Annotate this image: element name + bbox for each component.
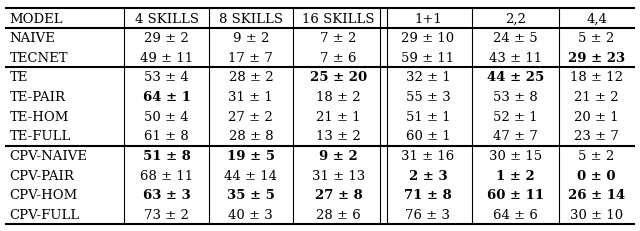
Text: 71 ± 8: 71 ± 8 [404,188,452,201]
Text: 31 ± 16: 31 ± 16 [401,149,454,162]
Text: 31 ± 1: 31 ± 1 [228,91,273,103]
Text: 17 ± 7: 17 ± 7 [228,52,273,64]
Text: 28 ± 6: 28 ± 6 [316,208,361,221]
Text: 2,2: 2,2 [505,12,526,25]
Text: 30 ± 15: 30 ± 15 [489,149,542,162]
Text: 9 ± 2: 9 ± 2 [319,149,358,162]
Text: 7 ± 6: 7 ± 6 [320,52,356,64]
Text: CPV-HOM: CPV-HOM [10,188,78,201]
Text: 61 ± 8: 61 ± 8 [144,130,189,143]
Text: 8 SKILLS: 8 SKILLS [219,12,283,25]
Text: TE-HOM: TE-HOM [10,110,69,123]
Text: CPV-PAIR: CPV-PAIR [10,169,74,182]
Text: 29 ± 2: 29 ± 2 [144,32,189,45]
Text: TE-FULL: TE-FULL [10,130,71,143]
Text: 53 ± 4: 53 ± 4 [144,71,189,84]
Text: 5 ± 2: 5 ± 2 [579,32,614,45]
Text: 27 ± 2: 27 ± 2 [228,110,273,123]
Text: 18 ± 2: 18 ± 2 [316,91,361,103]
Text: 20 ± 1: 20 ± 1 [574,110,619,123]
Text: 64 ± 1: 64 ± 1 [143,91,191,103]
Text: TE: TE [10,71,28,84]
Text: 60 ± 11: 60 ± 11 [487,188,544,201]
Text: 2 ± 3: 2 ± 3 [408,169,447,182]
Text: 30 ± 10: 30 ± 10 [570,208,623,221]
Text: 5 ± 2: 5 ± 2 [579,149,614,162]
Text: 9 ± 2: 9 ± 2 [233,32,269,45]
Text: 60 ± 1: 60 ± 1 [406,130,451,143]
Text: 31 ± 13: 31 ± 13 [312,169,365,182]
Text: 76 ± 3: 76 ± 3 [405,208,451,221]
Text: 52 ± 1: 52 ± 1 [493,110,538,123]
Text: 21 ± 2: 21 ± 2 [574,91,619,103]
Text: 73 ± 2: 73 ± 2 [144,208,189,221]
Text: 43 ± 11: 43 ± 11 [489,52,542,64]
Text: 26 ± 14: 26 ± 14 [568,188,625,201]
Text: 24 ± 5: 24 ± 5 [493,32,538,45]
Text: 55 ± 3: 55 ± 3 [406,91,451,103]
Text: 16 SKILLS: 16 SKILLS [302,12,375,25]
Text: 44 ± 14: 44 ± 14 [225,169,277,182]
Text: 51 ± 8: 51 ± 8 [143,149,191,162]
Text: 0 ± 0: 0 ± 0 [577,169,616,182]
Text: CPV-NAIVE: CPV-NAIVE [10,149,88,162]
Text: 21 ± 1: 21 ± 1 [316,110,361,123]
Text: 4 SKILLS: 4 SKILLS [134,12,198,25]
Text: 49 ± 11: 49 ± 11 [140,52,193,64]
Text: 25 ± 20: 25 ± 20 [310,71,367,84]
Text: 59 ± 11: 59 ± 11 [401,52,454,64]
Text: 1 ± 2: 1 ± 2 [496,169,535,182]
Text: 50 ± 4: 50 ± 4 [144,110,189,123]
Text: TE-PAIR: TE-PAIR [10,91,65,103]
Text: 27 ± 8: 27 ± 8 [315,188,362,201]
Text: 28 ± 2: 28 ± 2 [228,71,273,84]
Text: 63 ± 3: 63 ± 3 [143,188,191,201]
Text: TECNET: TECNET [10,52,68,64]
Text: 4,4: 4,4 [586,12,607,25]
Text: 7 ± 2: 7 ± 2 [321,32,356,45]
Text: 51 ± 1: 51 ± 1 [406,110,450,123]
Text: 29 ± 23: 29 ± 23 [568,52,625,64]
Text: 40 ± 3: 40 ± 3 [228,208,273,221]
Text: 19 ± 5: 19 ± 5 [227,149,275,162]
Text: 35 ± 5: 35 ± 5 [227,188,275,201]
Text: 53 ± 8: 53 ± 8 [493,91,538,103]
Text: 1+1: 1+1 [414,12,442,25]
Text: 29 ± 10: 29 ± 10 [401,32,454,45]
Text: 44 ± 25: 44 ± 25 [487,71,544,84]
Text: 18 ± 12: 18 ± 12 [570,71,623,84]
Text: 28 ± 8: 28 ± 8 [228,130,273,143]
Text: MODEL: MODEL [10,12,63,25]
Text: 64 ± 6: 64 ± 6 [493,208,538,221]
Text: 23 ± 7: 23 ± 7 [574,130,619,143]
Text: 32 ± 1: 32 ± 1 [406,71,451,84]
Text: NAIVE: NAIVE [10,32,56,45]
Text: CPV-FULL: CPV-FULL [10,208,80,221]
Text: 68 ± 11: 68 ± 11 [140,169,193,182]
Text: 47 ± 7: 47 ± 7 [493,130,538,143]
Text: 13 ± 2: 13 ± 2 [316,130,361,143]
